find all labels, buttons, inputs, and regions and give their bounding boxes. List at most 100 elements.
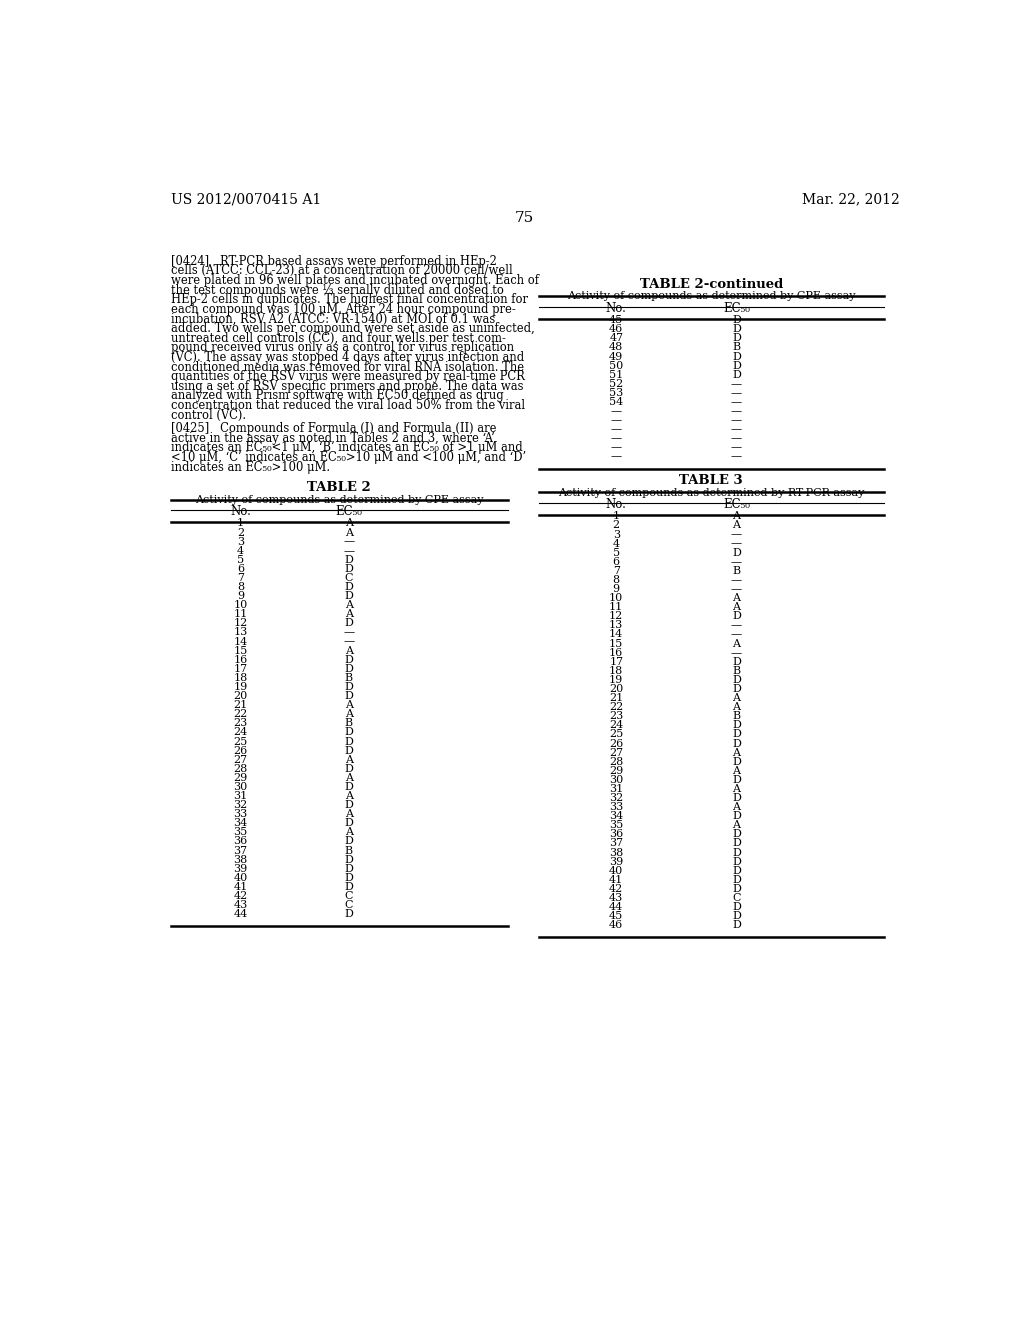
Text: —: — (343, 636, 354, 647)
Text: 40: 40 (609, 866, 624, 875)
Text: 30: 30 (609, 775, 624, 785)
Text: —: — (731, 529, 742, 540)
Text: D: D (344, 854, 353, 865)
Text: 41: 41 (609, 875, 624, 884)
Text: 35: 35 (609, 820, 624, 830)
Text: A: A (345, 610, 353, 619)
Text: D: D (344, 863, 353, 874)
Text: D: D (732, 325, 740, 334)
Text: 48: 48 (609, 342, 624, 352)
Text: 38: 38 (233, 854, 248, 865)
Text: D: D (732, 334, 740, 343)
Text: Activity of compounds as determined by RT-PCR assay: Activity of compounds as determined by R… (558, 487, 864, 498)
Text: 46: 46 (609, 920, 624, 931)
Text: D: D (732, 548, 740, 558)
Text: D: D (732, 838, 740, 849)
Text: —: — (731, 424, 742, 434)
Text: 39: 39 (233, 863, 248, 874)
Text: 7: 7 (237, 573, 244, 583)
Text: 5: 5 (612, 548, 620, 558)
Text: 16: 16 (233, 655, 248, 665)
Text: 1: 1 (612, 511, 620, 521)
Text: A: A (345, 709, 353, 719)
Text: D: D (344, 764, 353, 774)
Text: D: D (732, 911, 740, 921)
Text: A: A (345, 755, 353, 764)
Text: A: A (732, 511, 740, 521)
Text: 36: 36 (233, 837, 248, 846)
Text: D: D (732, 793, 740, 803)
Text: —: — (610, 424, 622, 434)
Text: —: — (731, 539, 742, 549)
Text: 27: 27 (233, 755, 248, 764)
Text: —: — (731, 379, 742, 389)
Text: C: C (345, 891, 353, 902)
Text: quantities of the RSV virus were measured by real-time PCR: quantities of the RSV virus were measure… (171, 370, 524, 383)
Text: D: D (732, 657, 740, 667)
Text: 21: 21 (233, 700, 248, 710)
Text: 54: 54 (609, 397, 624, 407)
Text: concentration that reduced the viral load 50% from the viral: concentration that reduced the viral loa… (171, 399, 524, 412)
Text: indicates an EC₅₀>100 μM.: indicates an EC₅₀>100 μM. (171, 461, 330, 474)
Text: A: A (732, 820, 740, 830)
Text: —: — (610, 414, 622, 425)
Text: —: — (610, 442, 622, 453)
Text: —: — (731, 583, 742, 594)
Text: 3: 3 (237, 537, 244, 546)
Text: D: D (732, 684, 740, 694)
Text: —: — (610, 451, 622, 462)
Text: 5: 5 (237, 554, 244, 565)
Text: 17: 17 (233, 664, 248, 673)
Text: 34: 34 (233, 818, 248, 828)
Text: 20: 20 (609, 684, 624, 694)
Text: active in the assay as noted in Tables 2 and 3, where ‘A’: active in the assay as noted in Tables 2… (171, 432, 495, 445)
Text: conditioned media was removed for viral RNA isolation. The: conditioned media was removed for viral … (171, 360, 523, 374)
Text: A: A (345, 528, 353, 537)
Text: A: A (345, 700, 353, 710)
Text: <10 μM, ‘C’ indicates an EC₅₀>10 μM and <100 μM, and ‘D’: <10 μM, ‘C’ indicates an EC₅₀>10 μM and … (171, 451, 525, 465)
Text: D: D (344, 692, 353, 701)
Text: A: A (345, 601, 353, 610)
Text: D: D (732, 360, 740, 371)
Text: D: D (732, 721, 740, 730)
Text: B: B (345, 718, 353, 729)
Text: [0424]   RT-PCR based assays were performed in HEp-2: [0424] RT-PCR based assays were performe… (171, 255, 497, 268)
Text: —: — (731, 576, 742, 585)
Text: A: A (732, 639, 740, 648)
Text: 2: 2 (237, 528, 244, 537)
Text: 4: 4 (612, 539, 620, 549)
Text: D: D (344, 882, 353, 892)
Text: D: D (732, 884, 740, 894)
Text: D: D (344, 564, 353, 574)
Text: D: D (344, 682, 353, 692)
Text: —: — (731, 433, 742, 444)
Text: C: C (732, 894, 740, 903)
Text: A: A (345, 519, 353, 528)
Text: 18: 18 (609, 665, 624, 676)
Text: 31: 31 (609, 784, 624, 793)
Text: D: D (344, 727, 353, 738)
Text: 29: 29 (609, 766, 624, 776)
Text: 52: 52 (609, 379, 624, 389)
Text: No.: No. (230, 506, 251, 517)
Text: A: A (732, 593, 740, 603)
Text: 2: 2 (612, 520, 620, 531)
Text: D: D (732, 920, 740, 931)
Text: 18: 18 (233, 673, 248, 682)
Text: 11: 11 (233, 610, 248, 619)
Text: 45: 45 (609, 315, 624, 325)
Text: Activity of compounds as determined by CPE assay: Activity of compounds as determined by C… (195, 495, 483, 504)
Text: D: D (344, 837, 353, 846)
Text: No.: No. (606, 498, 627, 511)
Text: 15: 15 (609, 639, 624, 648)
Text: 6: 6 (612, 557, 620, 566)
Text: A: A (732, 803, 740, 812)
Text: 44: 44 (233, 909, 248, 919)
Text: B: B (732, 566, 740, 576)
Text: 35: 35 (233, 828, 248, 837)
Text: D: D (732, 675, 740, 685)
Text: —: — (731, 557, 742, 566)
Text: EC₅₀: EC₅₀ (336, 506, 362, 517)
Text: 27: 27 (609, 747, 624, 758)
Text: 46: 46 (609, 325, 624, 334)
